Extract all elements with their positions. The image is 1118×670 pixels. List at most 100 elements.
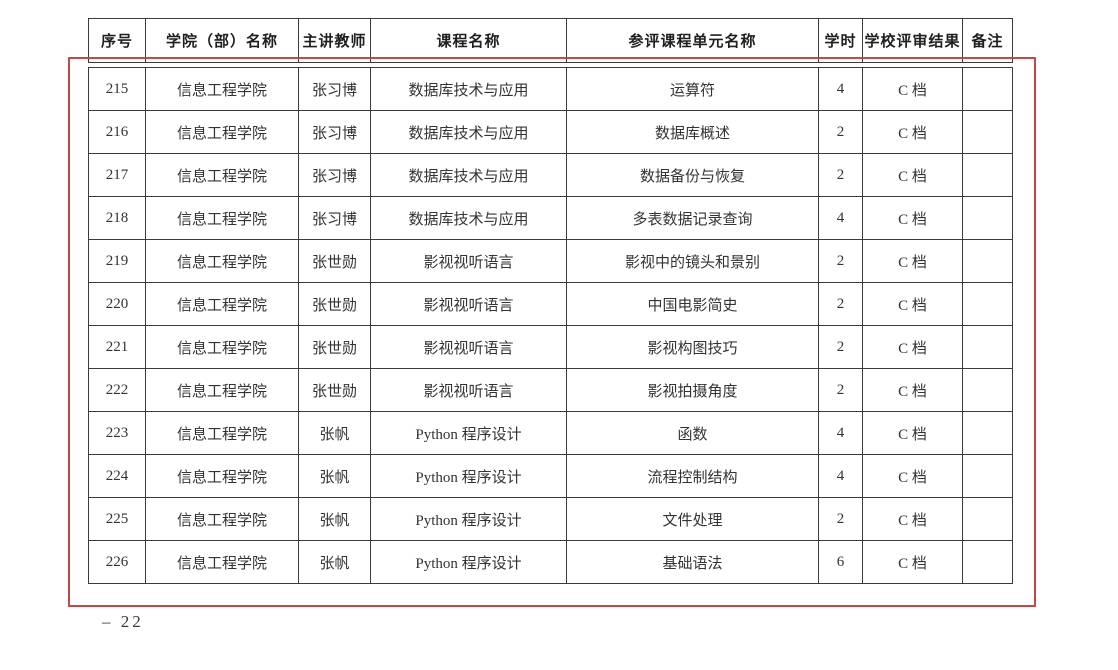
cell-remark bbox=[962, 411, 1013, 455]
cell-college: 信息工程学院 bbox=[145, 368, 299, 412]
cell-teacher: 张世勋 bbox=[298, 368, 371, 412]
cell-result: C 档 bbox=[862, 239, 963, 283]
cell-course: 数据库技术与应用 bbox=[370, 153, 567, 197]
cell-result: C 档 bbox=[862, 110, 963, 154]
table-row: 219 信息工程学院 张世勋 影视视听语言 影视中的镜头和景别 2 C 档 bbox=[88, 239, 1013, 283]
page-number: – 22 bbox=[102, 612, 144, 631]
cell-college: 信息工程学院 bbox=[145, 282, 299, 326]
cell-teacher: 张帆 bbox=[298, 540, 371, 584]
cell-course: 数据库技术与应用 bbox=[370, 110, 567, 154]
table-body: 215 信息工程学院 张习博 数据库技术与应用 运算符 4 C 档 216 信息工程学院 张习博数… bbox=[88, 67, 1013, 584]
cell-hours: 2 bbox=[818, 325, 863, 369]
cell-hours: 2 bbox=[818, 110, 863, 154]
cell-hours: 2 bbox=[818, 153, 863, 197]
cell-remark bbox=[962, 239, 1013, 283]
cell-index: 215 bbox=[88, 67, 146, 111]
cell-unit: 运算符 bbox=[566, 67, 819, 111]
cell-remark bbox=[962, 196, 1013, 240]
header-row: 序号 学院（部）名称 主讲教师 课程名称 参评课程单元名称 学时 学校评审结果 备注 bbox=[88, 18, 1013, 63]
cell-course: 影视视听语言 bbox=[370, 368, 567, 412]
column-header-teacher: 主讲教师 bbox=[298, 18, 371, 63]
cell-hours: 4 bbox=[818, 454, 863, 498]
cell-unit: 多表数据记录查询 bbox=[566, 196, 819, 240]
cell-teacher: 张世勋 bbox=[298, 325, 371, 369]
table-row: 226 信息工程学院 张帆 Python 程序设计 基础语法 6 C 档 bbox=[88, 540, 1013, 584]
cell-teacher: 张习博 bbox=[298, 110, 371, 154]
cell-unit: 影视构图技巧 bbox=[566, 325, 819, 369]
cell-teacher: 张习博 bbox=[298, 67, 371, 111]
cell-unit: 影视拍摄角度 bbox=[566, 368, 819, 412]
column-header-course: 课程名称 bbox=[370, 18, 567, 63]
cell-teacher: 张习博 bbox=[298, 196, 371, 240]
cell-teacher: 张世勋 bbox=[298, 282, 371, 326]
cell-result: C 档 bbox=[862, 153, 963, 197]
column-header-remark: 备注 bbox=[962, 18, 1013, 63]
cell-result: C 档 bbox=[862, 282, 963, 326]
cell-remark bbox=[962, 368, 1013, 412]
cell-unit: 文件处理 bbox=[566, 497, 819, 541]
cell-college: 信息工程学院 bbox=[145, 110, 299, 154]
cell-result: C 档 bbox=[862, 454, 963, 498]
cell-course: Python 程序设计 bbox=[370, 540, 567, 584]
cell-college: 信息工程学院 bbox=[145, 497, 299, 541]
cell-teacher: 张帆 bbox=[298, 454, 371, 498]
column-header-college: 学院（部）名称 bbox=[145, 18, 299, 63]
cell-hours: 2 bbox=[818, 497, 863, 541]
cell-index: 216 bbox=[88, 110, 146, 154]
table-row: 225 信息工程学院 张帆 Python 程序设计 文件处理 2 C 档 bbox=[88, 497, 1013, 541]
cell-remark bbox=[962, 325, 1013, 369]
cell-index: 220 bbox=[88, 282, 146, 326]
cell-course: 影视视听语言 bbox=[370, 325, 567, 369]
cell-teacher: 张帆 bbox=[298, 497, 371, 541]
column-header-unit: 参评课程单元名称 bbox=[566, 18, 819, 63]
cell-course: Python 程序设计 bbox=[370, 497, 567, 541]
cell-remark bbox=[962, 454, 1013, 498]
table-row: 215 信息工程学院 张习博 数据库技术与应用 运算符 4 C 档 bbox=[88, 67, 1013, 111]
cell-course: Python 程序设计 bbox=[370, 454, 567, 498]
cell-unit: 影视中的镜头和景别 bbox=[566, 239, 819, 283]
table-row: 222 信息工程学院 张世勋 影视视听语言 影视拍摄角度 2 C 档 bbox=[88, 368, 1013, 412]
cell-college: 信息工程学院 bbox=[145, 239, 299, 283]
cell-unit: 流程控制结构 bbox=[566, 454, 819, 498]
cell-index: 222 bbox=[88, 368, 146, 412]
column-header-result: 学校评审结果 bbox=[862, 18, 963, 63]
cell-teacher: 张习博 bbox=[298, 153, 371, 197]
cell-college: 信息工程学院 bbox=[145, 411, 299, 455]
cell-remark bbox=[962, 497, 1013, 541]
cell-hours: 2 bbox=[818, 368, 863, 412]
cell-index: 226 bbox=[88, 540, 146, 584]
course-review-table: 序号 学院（部）名称 主讲教师 课程名称 参评课程单元名称 学时 学校评审结果 备注 215 信… bbox=[88, 18, 1013, 584]
cell-remark bbox=[962, 153, 1013, 197]
cell-remark bbox=[962, 110, 1013, 154]
cell-index: 221 bbox=[88, 325, 146, 369]
cell-unit: 中国电影简史 bbox=[566, 282, 819, 326]
cell-result: C 档 bbox=[862, 411, 963, 455]
cell-index: 223 bbox=[88, 411, 146, 455]
table-row: 223 信息工程学院 张帆 Python 程序设计 函数 4 C 档 bbox=[88, 411, 1013, 455]
cell-index: 225 bbox=[88, 497, 146, 541]
table-row: 220 信息工程学院 张世勋 影视视听语言 中国电影简史 2 C 档 bbox=[88, 282, 1013, 326]
cell-course: 数据库技术与应用 bbox=[370, 67, 567, 111]
table-row: 224 信息工程学院 张帆 Python 程序设计 流程控制结构 4 C 档 bbox=[88, 454, 1013, 498]
column-header-index: 序号 bbox=[88, 18, 146, 63]
table-row: 217 信息工程学院 张习博 数据库技术与应用 数据备份与恢复 2 C 档 bbox=[88, 153, 1013, 197]
table-row: 218 信息工程学院 张习博 数据库技术与应用 多表数据记录查询 4 C 档 bbox=[88, 196, 1013, 240]
cell-result: C 档 bbox=[862, 325, 963, 369]
column-header-hours: 学时 bbox=[818, 18, 863, 63]
cell-index: 217 bbox=[88, 153, 146, 197]
table-row: 221 信息工程学院 张世勋 影视视听语言 影视构图技巧 2 C 档 bbox=[88, 325, 1013, 369]
cell-college: 信息工程学院 bbox=[145, 540, 299, 584]
cell-college: 信息工程学院 bbox=[145, 325, 299, 369]
cell-teacher: 张世勋 bbox=[298, 239, 371, 283]
cell-index: 224 bbox=[88, 454, 146, 498]
cell-hours: 4 bbox=[818, 411, 863, 455]
cell-college: 信息工程学院 bbox=[145, 67, 299, 111]
cell-result: C 档 bbox=[862, 497, 963, 541]
cell-hours: 2 bbox=[818, 239, 863, 283]
cell-teacher: 张帆 bbox=[298, 411, 371, 455]
cell-course: Python 程序设计 bbox=[370, 411, 567, 455]
cell-index: 218 bbox=[88, 196, 146, 240]
cell-college: 信息工程学院 bbox=[145, 196, 299, 240]
cell-result: C 档 bbox=[862, 67, 963, 111]
